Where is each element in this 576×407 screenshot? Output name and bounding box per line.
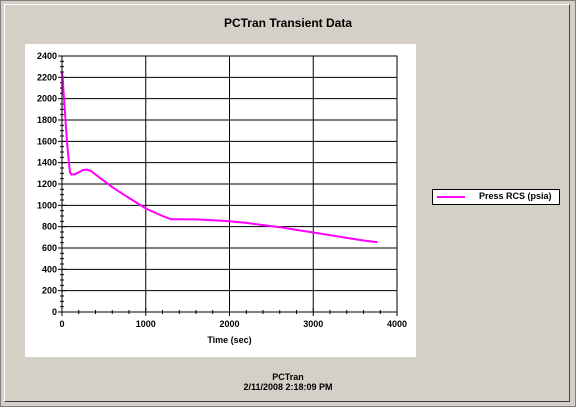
axis-ticks bbox=[58, 55, 398, 316]
series-point bbox=[94, 173, 97, 176]
footer-app-name: PCTran bbox=[272, 372, 304, 382]
plot-border bbox=[61, 55, 398, 313]
series-point bbox=[278, 226, 281, 229]
y-tick-label: 800 bbox=[42, 222, 57, 232]
chart-title: PCTran Transient Data bbox=[223, 16, 353, 30]
series-point bbox=[70, 173, 73, 176]
series-point bbox=[111, 186, 114, 189]
chart-canvas: 0 200 400 600 800 1000 1200 1400 1600 1800 2000 220… bbox=[37, 51, 407, 345]
series-point bbox=[178, 218, 181, 221]
series-point bbox=[77, 171, 80, 174]
series-point bbox=[362, 239, 365, 242]
footer: PCTran 2/11/2008 2:18:09 PM bbox=[0, 372, 576, 392]
plot-panel: 0 200 400 600 800 1000 1200 1400 1600 1800 2000 220… bbox=[25, 44, 416, 357]
x-tick-label: 4000 bbox=[387, 319, 407, 329]
grid-lines bbox=[62, 56, 397, 312]
series-point bbox=[67, 159, 70, 162]
y-tick-label: 1200 bbox=[37, 179, 57, 189]
y-tick-label: 2200 bbox=[37, 72, 57, 82]
y-tick-label: 200 bbox=[42, 286, 57, 296]
series-point bbox=[73, 173, 76, 176]
y-tick-label: 400 bbox=[42, 264, 57, 274]
series-point bbox=[245, 222, 248, 224]
y-tick-label: 1800 bbox=[37, 115, 57, 125]
series-point bbox=[211, 219, 214, 222]
series-point bbox=[65, 129, 68, 132]
y-tick-label: 600 bbox=[42, 243, 57, 253]
series-point bbox=[228, 220, 231, 223]
series-point bbox=[64, 110, 66, 113]
series-point bbox=[82, 169, 84, 172]
series-point bbox=[161, 215, 164, 217]
series-point bbox=[69, 171, 71, 174]
series-point bbox=[86, 168, 89, 171]
series-point bbox=[345, 236, 348, 239]
series-point bbox=[376, 241, 378, 244]
series-point bbox=[169, 218, 172, 221]
x-tick-label: 0 bbox=[59, 319, 64, 329]
x-tick-label: 3000 bbox=[303, 319, 323, 329]
legend: Press RCS (psia) bbox=[432, 189, 560, 205]
series-point bbox=[90, 170, 93, 173]
x-axis-label: Time (sec) bbox=[207, 335, 251, 345]
y-tick-label: 1400 bbox=[37, 158, 57, 168]
series-point bbox=[62, 93, 65, 96]
series-point bbox=[329, 234, 331, 237]
series-line-0 bbox=[61, 71, 378, 244]
series-layer bbox=[61, 71, 378, 244]
series-point bbox=[295, 228, 298, 231]
series-point bbox=[66, 145, 69, 148]
legend-series-label: Press RCS (psia) bbox=[479, 191, 552, 201]
y-tick-label: 2000 bbox=[37, 94, 57, 104]
footer-timestamp: 2/11/2008 2:18:09 PM bbox=[243, 382, 333, 392]
y-tick-label: 0 bbox=[52, 307, 57, 317]
axis-labels: 0 200 400 600 800 1000 1200 1400 1600 1800 2000 220… bbox=[37, 51, 407, 329]
x-tick-label: 1000 bbox=[136, 319, 156, 329]
legend-series-swatch bbox=[437, 196, 465, 198]
chart-window-bevel bbox=[4, 4, 570, 402]
x-tick-label: 2000 bbox=[219, 319, 239, 329]
series-point bbox=[195, 218, 197, 221]
series-point bbox=[262, 224, 264, 226]
y-tick-label: 1600 bbox=[37, 136, 57, 146]
series-point bbox=[128, 196, 130, 199]
y-tick-label: 2400 bbox=[37, 51, 57, 61]
y-tick-label: 1000 bbox=[37, 200, 57, 210]
series-point bbox=[144, 207, 147, 210]
series-point bbox=[312, 231, 315, 234]
